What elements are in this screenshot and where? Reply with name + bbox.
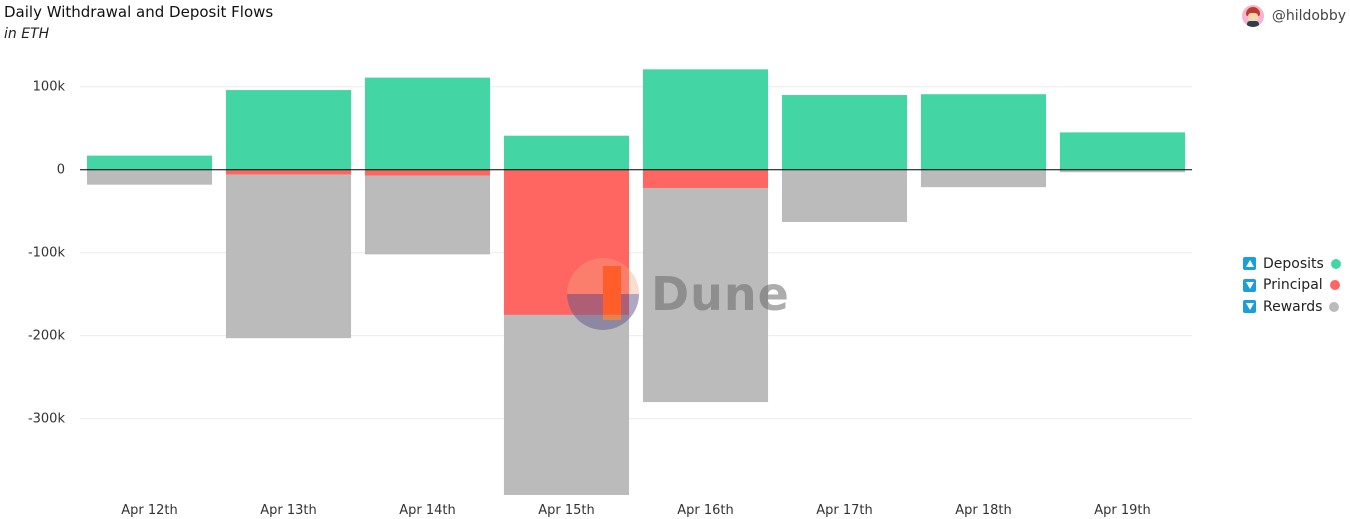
bar-rewards-apr-12th[interactable]	[86, 169, 213, 185]
legend-item-deposits[interactable]: Deposits	[1243, 253, 1341, 275]
sort-up-icon[interactable]	[1243, 257, 1256, 271]
watermark-text: Dune	[651, 267, 790, 321]
x-tick-label: Apr 16th	[677, 503, 734, 518]
y-tick-label: -200k	[28, 329, 66, 344]
bar-deposits-apr-15th[interactable]	[503, 135, 630, 170]
chart-subtitle: in ETH	[4, 26, 50, 42]
author-name[interactable]: @hildobby	[1271, 8, 1346, 24]
y-tick-label: 100k	[33, 80, 66, 95]
bar-deposits-apr-16th[interactable]	[642, 69, 769, 170]
bars	[86, 69, 1186, 495]
legend-label-deposits: Deposits	[1263, 255, 1324, 272]
legend-item-principal[interactable]: Principal	[1243, 275, 1341, 297]
bar-deposits-apr-17th[interactable]	[781, 95, 908, 170]
author-credit[interactable]: @hildobby	[1241, 5, 1346, 27]
bar-rewards-apr-18th[interactable]	[920, 169, 1047, 188]
bar-rewards-apr-15th[interactable]	[503, 314, 630, 495]
legend-dot-principal	[1329, 280, 1340, 291]
bar-rewards-apr-13th[interactable]	[225, 174, 352, 339]
y-tick-label: -300k	[28, 412, 66, 427]
dune-logo-icon	[567, 258, 639, 330]
x-tick-label: Apr 15th	[538, 503, 595, 518]
bar-deposits-apr-19th[interactable]	[1059, 132, 1186, 170]
bar-rewards-apr-19th[interactable]	[1059, 169, 1186, 173]
bar-deposits-apr-18th[interactable]	[920, 94, 1047, 170]
x-tick-label: Apr 12th	[121, 503, 178, 518]
avatar[interactable]	[1241, 5, 1264, 27]
chart-title: Daily Withdrawal and Deposit Flows	[4, 3, 274, 21]
x-tick-label: Apr 17th	[816, 503, 873, 518]
legend: Deposits Principal Rewards	[1243, 253, 1341, 318]
x-tick-label: Apr 18th	[955, 503, 1012, 518]
bar-rewards-apr-14th[interactable]	[364, 175, 491, 255]
y-tick-label: 0	[57, 163, 65, 178]
bar-principal-apr-14th[interactable]	[364, 169, 491, 176]
sort-down-icon[interactable]	[1243, 278, 1256, 292]
y-tick-label: -100k	[28, 246, 66, 261]
bar-rewards-apr-16th[interactable]	[642, 187, 769, 403]
x-tick-label: Apr 13th	[260, 503, 317, 518]
legend-dot-deposits	[1330, 258, 1341, 269]
bar-principal-apr-16th[interactable]	[642, 169, 769, 188]
axes: 100k 0 -100k -200k -300k Apr 12th Apr 13th Apr …	[28, 80, 1192, 518]
x-tick-label: Apr 19th	[1094, 503, 1151, 518]
legend-item-rewards[interactable]: Rewards	[1243, 296, 1341, 318]
bar-principal-apr-13th[interactable]	[225, 169, 352, 175]
bar-deposits-apr-13th[interactable]	[225, 90, 352, 170]
legend-dot-rewards	[1329, 301, 1340, 312]
legend-label-principal: Principal	[1263, 277, 1323, 294]
legend-label-rewards: Rewards	[1263, 298, 1323, 315]
bar-deposits-apr-12th[interactable]	[86, 155, 213, 170]
bar-deposits-apr-14th[interactable]	[364, 77, 491, 170]
dune-watermark: Dune	[567, 258, 790, 330]
bar-rewards-apr-17th[interactable]	[781, 169, 908, 222]
sort-down-icon[interactable]	[1243, 300, 1256, 314]
x-tick-label: Apr 14th	[399, 503, 456, 518]
